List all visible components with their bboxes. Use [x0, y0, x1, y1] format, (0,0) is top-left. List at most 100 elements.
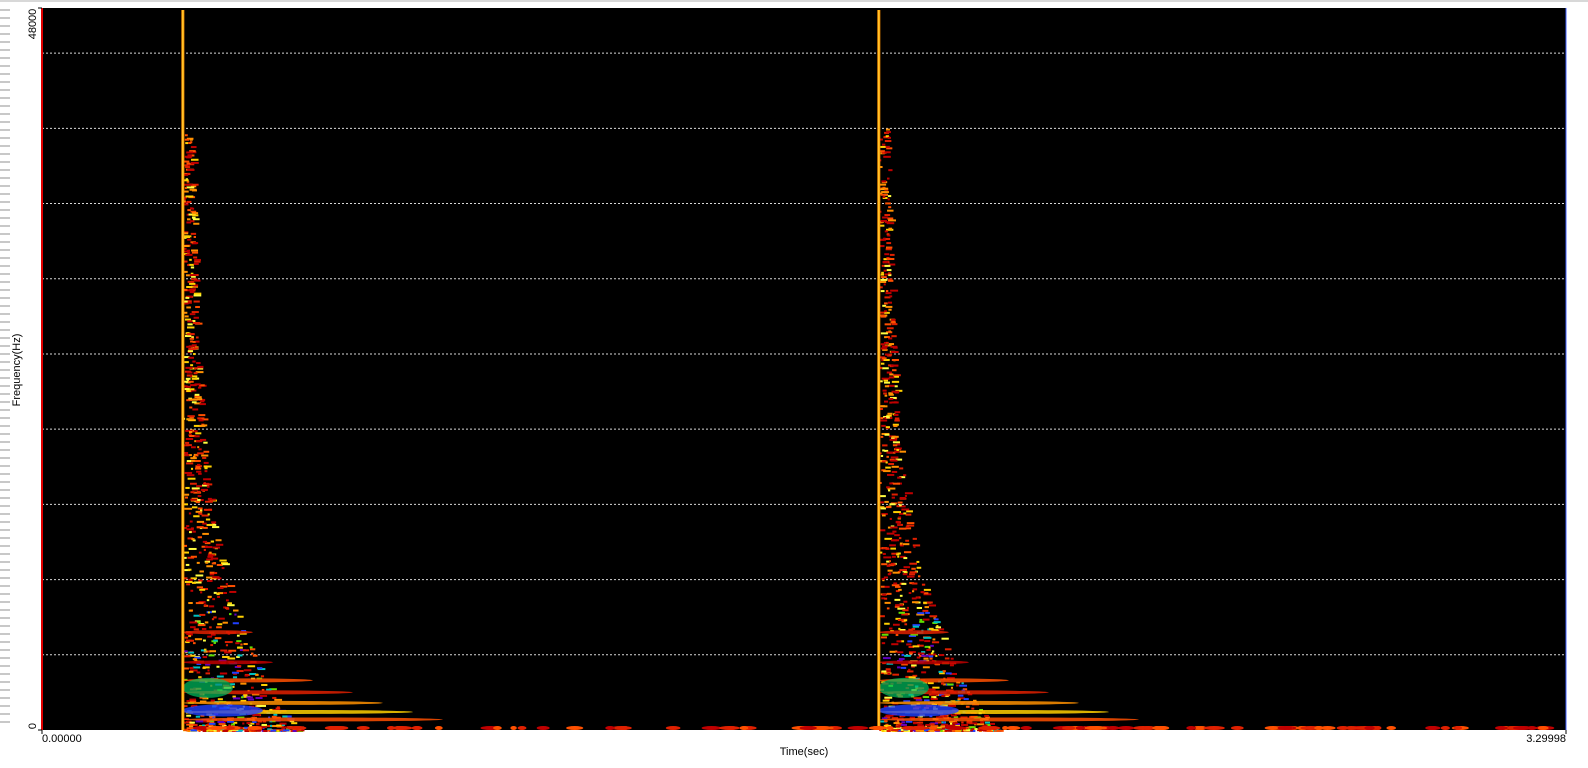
spectral-speckle — [183, 198, 186, 201]
spectral-speckle — [888, 272, 891, 275]
spectral-speckle — [232, 695, 236, 698]
spectral-speckle — [887, 209, 894, 212]
spectral-speckle — [884, 273, 892, 276]
spectral-speckle — [195, 336, 199, 339]
spectral-speckle — [190, 158, 199, 161]
spectral-speckle — [880, 380, 883, 383]
spectral-speckle — [214, 572, 218, 575]
spectral-speckle — [940, 725, 946, 728]
spectral-speckle — [216, 563, 223, 566]
spectral-speckle — [217, 698, 223, 701]
spectral-speckle — [219, 672, 228, 675]
y-tick-label: 0 — [27, 723, 39, 729]
spectral-speckle — [892, 423, 899, 426]
spectral-speckle — [911, 601, 919, 604]
harmonic-streak — [878, 630, 949, 635]
spectral-speckle — [945, 672, 952, 675]
spectral-speckle — [204, 470, 208, 473]
spectral-speckle — [882, 547, 889, 550]
spectral-speckle — [892, 482, 901, 485]
spectral-speckle — [222, 621, 228, 624]
spectral-speckle — [199, 384, 205, 387]
spectral-speckle — [971, 728, 976, 731]
spectral-speckle — [888, 169, 893, 172]
spectral-speckle — [191, 446, 196, 449]
spectral-speckle — [884, 400, 889, 403]
spectral-speckle — [185, 366, 193, 369]
spectral-speckle — [189, 621, 198, 624]
spectral-speckle — [202, 522, 207, 525]
spectral-speckle — [980, 729, 987, 732]
spectral-speckle — [205, 508, 213, 511]
spectral-speckle — [882, 358, 890, 361]
spectral-speckle — [921, 671, 927, 674]
noise-floor — [1203, 726, 1225, 730]
spectral-speckle — [884, 696, 893, 699]
spectral-speckle — [889, 650, 896, 653]
spectral-speckle — [199, 700, 207, 703]
spectral-speckle — [186, 180, 190, 183]
spectral-speckle — [884, 729, 888, 732]
spectral-speckle — [896, 443, 901, 446]
x-axis-title: Time(sec) — [780, 746, 828, 758]
spectral-speckle — [204, 500, 213, 503]
spectral-speckle — [183, 380, 189, 383]
spectral-speckle — [193, 294, 202, 297]
spectral-speckle — [887, 487, 896, 490]
spectral-speckle — [256, 667, 263, 670]
spectral-speckle — [184, 315, 189, 318]
spectral-speckle — [183, 728, 189, 731]
spectral-speckle — [183, 300, 188, 303]
spectral-speckle — [190, 589, 194, 592]
spectral-speckle — [223, 606, 227, 609]
spectral-speckle — [198, 414, 206, 417]
spectral-speckle — [961, 721, 964, 724]
spectral-speckle — [205, 672, 211, 675]
spectral-speckle — [899, 629, 906, 632]
spectral-speckle — [911, 582, 918, 585]
spectral-speckle — [189, 406, 193, 409]
spectral-speckle — [206, 729, 213, 732]
spectral-speckle — [185, 253, 193, 256]
spectral-speckle — [884, 310, 887, 313]
spectral-speckle — [902, 609, 909, 612]
spectral-speckle — [183, 721, 187, 724]
spectral-speckle — [881, 424, 886, 427]
spectral-speckle — [227, 602, 232, 605]
spectral-speckle — [950, 657, 954, 660]
spectral-speckle — [886, 147, 893, 150]
spectral-speckle — [187, 350, 194, 353]
spectral-speckle — [270, 724, 273, 727]
spectral-speckle — [923, 657, 929, 660]
spectral-speckle — [183, 160, 190, 163]
spectral-speckle — [200, 488, 208, 491]
spectral-speckle — [204, 621, 209, 624]
spectral-speckle — [900, 640, 905, 643]
spectral-speckle — [186, 285, 193, 288]
spectral-speckle — [929, 615, 938, 618]
spectral-speckle — [191, 249, 199, 252]
noise-floor — [799, 726, 817, 730]
spectral-speckle — [219, 559, 227, 562]
spectral-speckle — [184, 507, 193, 510]
spectral-speckle — [236, 640, 242, 643]
spectral-speckle — [938, 670, 943, 673]
spectral-speckle — [944, 648, 952, 651]
spectral-speckle — [191, 401, 197, 404]
spectral-speckle — [209, 722, 216, 725]
spectral-speckle — [911, 590, 915, 593]
spectral-speckle — [194, 383, 201, 386]
spectral-speckle — [206, 565, 214, 568]
spectral-speckle — [884, 336, 887, 339]
spectral-speckle — [192, 346, 199, 349]
spectral-speckle — [885, 248, 892, 251]
spectral-speckle — [926, 648, 931, 651]
spectral-speckle — [183, 183, 189, 186]
spectral-speckle — [916, 560, 920, 563]
spectral-speckle — [192, 642, 196, 645]
spectral-speckle — [227, 604, 235, 607]
spectral-speckle — [965, 705, 970, 708]
spectral-speckle — [203, 441, 208, 444]
spectral-speckle — [893, 582, 898, 585]
spectral-speckle — [943, 694, 951, 697]
